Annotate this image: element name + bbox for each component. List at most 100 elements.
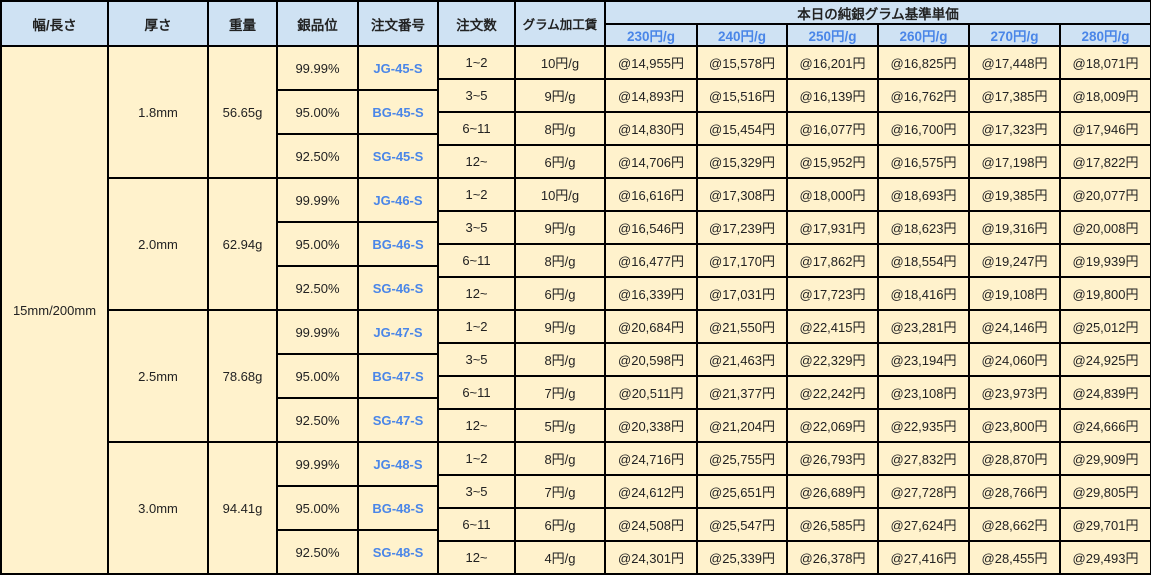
unit-price-cell: @26,689円 [786,474,879,509]
order-qty-cell: 6~11 [437,111,516,146]
header-base-price: 260円/g [877,23,970,47]
unit-price-cell: @21,550円 [696,309,788,344]
order-qty-cell: 12~ [437,144,516,179]
unit-price-cell: @24,612円 [604,474,698,509]
unit-price-cell: @21,377円 [696,375,788,410]
purity-cell: 99.99% [276,309,359,355]
order-qty-cell: 3~5 [437,474,516,509]
header-thickness: 厚さ [107,0,209,47]
table-row: 12~ 6円/g @14,706円 @15,329円 @15,952円 @16,575円 @… [1,144,1151,179]
thickness-cell: 1.8mm [107,45,209,179]
unit-price-cell: @17,822円 [1058,144,1151,179]
gram-fee-cell: 8円/g [514,441,606,476]
purity-cell: 92.50% [276,265,359,311]
unit-price-cell: @29,805円 [1058,474,1151,509]
table-row: 2.0mm 62.94g 99.99% JG-46-S 1~2 10円/g @16,616円… [1,177,1151,311]
unit-price-cell: @14,893円 [604,78,698,113]
unit-price-cell: @18,554円 [877,243,970,278]
order-qty-cell: 1~2 [437,45,516,80]
header-order-no: 注文番号 [357,0,439,47]
purity-cell: 92.50% [276,529,359,575]
gram-fee-cell: 10円/g [514,45,606,80]
gram-fee-cell: 7円/g [514,474,606,509]
purity-cell: 95.00% [276,221,359,267]
table-row: 6~11 6円/g @24,508円 @25,547円 @26,585円 @27,624円… [1,507,1151,542]
unit-price-cell: @25,755円 [696,441,788,476]
unit-price-cell: @27,624円 [877,507,970,542]
purity-cell: 95.00% [276,485,359,531]
table-row: 3~5 9円/g @16,546円 @17,239円 @17,931円 @18,623円 @… [1,210,1151,245]
thickness-cell: 2.0mm [107,177,209,311]
weight-cell: 56.65g [207,45,278,179]
unit-price-cell: @14,955円 [604,45,698,80]
unit-price-cell: @20,511円 [604,375,698,410]
order-code-cell: BG-45-S [357,89,439,135]
order-qty-cell: 3~5 [437,210,516,245]
header-width-length: 幅/長さ [0,0,109,47]
order-qty-cell: 12~ [437,276,516,311]
order-code-cell: SG-46-S [357,265,439,311]
purity-cell: 92.50% [276,397,359,443]
unit-price-cell: @20,684円 [604,309,698,344]
order-code-cell: BG-46-S [357,221,439,267]
unit-price-cell: @18,416円 [877,276,970,311]
weight-cell: 94.41g [207,441,278,575]
unit-price-cell: @17,170円 [696,243,788,278]
table-row: 12~ 5円/g @20,338円 @21,204円 @22,069円 @22,935円 @… [1,408,1151,443]
gram-fee-cell: 6円/g [514,144,606,179]
unit-price-cell: @17,031円 [696,276,788,311]
unit-price-cell: @17,385円 [968,78,1061,113]
unit-price-cell: @19,108円 [968,276,1061,311]
unit-price-cell: @21,463円 [696,342,788,377]
table-row: 6~11 8円/g @16,477円 @17,170円 @17,862円 @18,554円… [1,243,1151,278]
unit-price-cell: @24,060円 [968,342,1061,377]
table-row: 95.00% BG-47-S [1,353,1151,399]
order-qty-cell: 12~ [437,408,516,443]
unit-price-cell: @16,575円 [877,144,970,179]
unit-price-cell: @20,338円 [604,408,698,443]
unit-price-cell: @17,198円 [968,144,1061,179]
table-row: 3~5 7円/g @24,612円 @25,651円 @26,689円 @27,728円 @… [1,474,1151,509]
unit-price-cell: @16,700円 [877,111,970,146]
order-code-cell: SG-45-S [357,133,439,179]
table-row: 95.00% BG-48-S [1,485,1151,531]
unit-price-cell: @16,825円 [877,45,970,80]
unit-price-cell: @27,728円 [877,474,970,509]
purity-cell: 99.99% [276,177,359,223]
order-qty-cell: 6~11 [437,375,516,410]
unit-price-cell: @19,247円 [968,243,1061,278]
unit-price-cell: @20,008円 [1058,210,1151,245]
header-base-price: 230円/g [604,23,698,47]
unit-price-cell: @24,301円 [604,540,698,575]
unit-price-cell: @26,585円 [786,507,879,542]
order-qty-cell: 1~2 [437,309,516,344]
width-length-cell: 15mm/200mm [0,45,109,575]
unit-price-cell: @17,308円 [696,177,788,212]
unit-price-cell: @28,455円 [968,540,1061,575]
order-qty-cell: 6~11 [437,507,516,542]
header-base-price: 240円/g [696,23,788,47]
unit-price-cell: @22,935円 [877,408,970,443]
order-code-cell: BG-47-S [357,353,439,399]
unit-price-cell: @26,378円 [786,540,879,575]
unit-price-cell: @22,069円 [786,408,879,443]
unit-price-cell: @15,516円 [696,78,788,113]
unit-price-cell: @16,616円 [604,177,698,212]
gram-fee-cell: 8円/g [514,342,606,377]
table-row: 3~5 9円/g @14,893円 @15,516円 @16,139円 @16,762円 @… [1,78,1151,113]
unit-price-cell: @18,071円 [1058,45,1151,80]
order-code-cell: SG-48-S [357,529,439,575]
unit-price-cell: @17,931円 [786,210,879,245]
unit-price-cell: @16,477円 [604,243,698,278]
unit-price-cell: @19,385円 [968,177,1061,212]
unit-price-cell: @24,666円 [1058,408,1151,443]
gram-fee-cell: 8円/g [514,243,606,278]
unit-price-cell: @18,693円 [877,177,970,212]
unit-price-cell: @15,454円 [696,111,788,146]
unit-price-cell: @22,329円 [786,342,879,377]
order-code-cell: JG-47-S [357,309,439,355]
unit-price-cell: @23,800円 [968,408,1061,443]
gram-fee-cell: 6円/g [514,507,606,542]
unit-price-cell: @16,762円 [877,78,970,113]
